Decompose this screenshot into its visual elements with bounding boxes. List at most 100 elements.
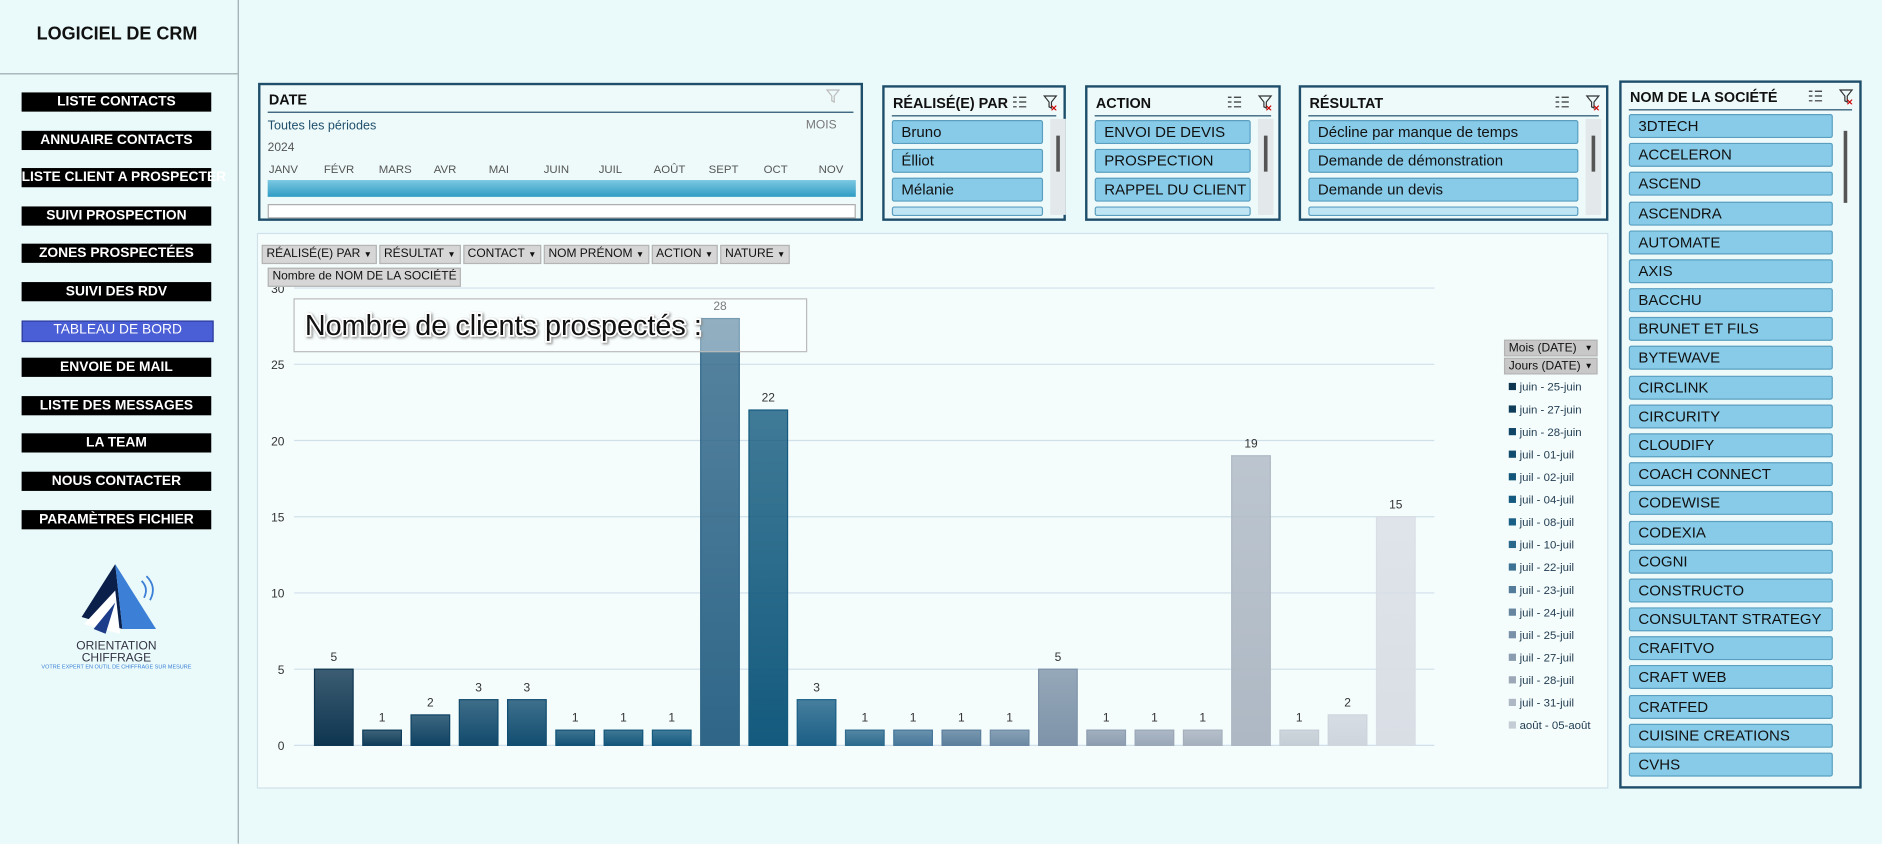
slicer-item[interactable]: Demande de démonstration xyxy=(1308,148,1579,173)
legend-swatch xyxy=(1508,631,1516,639)
row-field[interactable]: Jours (DATE) ▼ xyxy=(1503,357,1598,375)
slicer-icons[interactable] xyxy=(1011,94,1059,111)
menu-button[interactable]: TABLEAU DE BORD xyxy=(21,319,214,342)
level-selector[interactable]: MOIS xyxy=(805,118,837,133)
menu-button[interactable]: SUIVI PROSPECTION xyxy=(21,206,212,226)
slicer-item[interactable]: Décline par manque de temps xyxy=(1308,120,1579,145)
slicer-item[interactable]: ASCENDRA xyxy=(1628,201,1833,226)
data-label: 1 xyxy=(910,711,917,725)
filter-label: CONTACT xyxy=(467,247,525,261)
month-label: JUIL xyxy=(598,163,623,177)
month-label: OCT xyxy=(763,163,788,177)
slicer-item[interactable]: CUISINE CREATIONS xyxy=(1628,723,1833,748)
legend-label: juil - 22-juil xyxy=(1519,562,1574,574)
slicer-item[interactable]: CIRCURITY xyxy=(1628,404,1833,429)
sidebar-border xyxy=(237,0,239,844)
slicer-title: NOM DE LA SOCIÉTÉ xyxy=(1630,88,1778,106)
bar xyxy=(1037,668,1078,746)
filter-button[interactable]: CONTACT ▼ xyxy=(462,244,542,265)
menu-button[interactable]: LISTE CLIENT A PROSPECTER xyxy=(21,168,226,188)
slicer-item[interactable]: ENVOI DE DEVIS xyxy=(1094,120,1251,145)
title-box xyxy=(293,298,808,353)
filter-button[interactable]: NOM PRÉNOM ▼ xyxy=(543,244,649,265)
menu-button[interactable]: NOUS CONTACTER xyxy=(21,471,212,491)
slicer-item[interactable]: COACH CONNECT xyxy=(1628,462,1833,487)
menu-button[interactable]: PARAMÈTRES FICHIER xyxy=(21,509,212,529)
slicer-item[interactable]: CRAFT WEB xyxy=(1628,665,1833,690)
slicer-item[interactable]: AXIS xyxy=(1628,259,1833,284)
slicer-item[interactable]: CRAFITVO xyxy=(1628,636,1833,661)
menu-button[interactable]: ZONES PROSPECTÉES xyxy=(21,244,212,264)
timeline-bar[interactable] xyxy=(267,180,856,197)
menu-button[interactable]: SUIVI DES RDV xyxy=(21,282,212,302)
row-field[interactable]: Mois (DATE) ▼ xyxy=(1503,339,1598,357)
slicer-item[interactable]: Élliot xyxy=(891,148,1044,173)
slicer-item[interactable]: AUTOMATE xyxy=(1628,230,1833,255)
legend-label: juil - 28-juil xyxy=(1519,675,1574,687)
slicer-item[interactable]: ACCELERON xyxy=(1628,143,1833,168)
slicer-item[interactable]: ASCEND xyxy=(1628,172,1833,197)
legend-label: juil - 10-juil xyxy=(1519,540,1574,552)
slicer-item[interactable]: CLOUDIFY xyxy=(1628,433,1833,458)
slicer-item[interactable]: Mélanie xyxy=(891,177,1044,202)
legend-label: juil - 24-juil xyxy=(1519,607,1574,619)
menu-button[interactable]: ANNUAIRE CONTACTS xyxy=(21,130,212,150)
legend-label: juil - 04-juil xyxy=(1519,495,1574,507)
bar xyxy=(989,729,1030,746)
menu-button[interactable]: LISTE DES MESSAGES xyxy=(21,395,212,416)
slicer-item[interactable]: BYTEWAVE xyxy=(1628,346,1833,371)
legend-swatch xyxy=(1508,382,1516,391)
legend-swatch xyxy=(1508,698,1516,707)
slicer-icons[interactable] xyxy=(1553,94,1601,111)
data-label: 3 xyxy=(524,680,531,694)
filter-button[interactable]: ACTION ▼ xyxy=(651,244,718,265)
slicer-item[interactable]: CODEWISE xyxy=(1628,491,1833,516)
slicer-item[interactable]: 3DTECH xyxy=(1628,114,1833,139)
legend-swatch xyxy=(1508,518,1516,526)
slicer-item[interactable]: BRUNET ET FILS xyxy=(1628,317,1833,342)
filter-label: RÉALISÉ(E) PAR xyxy=(266,247,361,261)
bar xyxy=(313,668,354,746)
slicer-item[interactable]: CONSULTANT STRATEGY xyxy=(1628,607,1833,632)
bar xyxy=(362,729,402,746)
slicer-item[interactable]: RAPPEL DU CLIENT xyxy=(1094,177,1251,202)
bar xyxy=(1086,729,1127,746)
menu-button[interactable]: ENVOIE DE MAIL xyxy=(21,357,212,378)
slicer-item[interactable]: Bruno xyxy=(891,120,1044,145)
bar xyxy=(893,729,933,746)
legend-swatch xyxy=(1508,563,1516,571)
month-label: NOV xyxy=(818,163,844,177)
slicer-icons[interactable] xyxy=(1226,94,1274,111)
bar xyxy=(1182,729,1223,746)
row-field-label: Mois (DATE) xyxy=(1508,342,1577,356)
filter-button[interactable]: RÉSULTAT ▼ xyxy=(379,244,461,265)
month-label: AVR xyxy=(433,163,457,177)
bar xyxy=(555,729,596,746)
data-label: 22 xyxy=(762,391,776,405)
slicer-item[interactable]: CIRCLINK xyxy=(1628,375,1833,400)
slicer-item[interactable]: Demande un devis xyxy=(1308,177,1579,202)
slicer-item[interactable]: CVHS xyxy=(1628,752,1833,777)
filter-label: NOM PRÉNOM xyxy=(548,247,633,261)
legend-swatch xyxy=(1508,428,1516,436)
filter-button[interactable]: NATURE ▼ xyxy=(720,244,791,265)
timeline-scroll xyxy=(267,204,856,219)
slicer-item[interactable]: PROSPECTION xyxy=(1094,148,1251,173)
slicer-item[interactable]: CRATFED xyxy=(1628,694,1833,719)
data-label: 2 xyxy=(427,695,434,709)
logo-name: ORIENTATION xyxy=(76,638,156,652)
menu-button[interactable]: LISTE CONTACTS xyxy=(21,92,212,112)
data-label: 28 xyxy=(713,299,727,313)
slicer-item[interactable]: BACCHU xyxy=(1628,288,1833,313)
slicer-icons[interactable] xyxy=(1806,88,1854,105)
slicer-item[interactable]: CONSTRUCTO xyxy=(1628,578,1833,603)
bar xyxy=(1279,729,1320,746)
slicer-item[interactable]: CODEXIA xyxy=(1628,520,1833,545)
y-tick-label: 0 xyxy=(278,739,285,753)
scrollbar xyxy=(1585,118,1602,215)
month-label: SEPT xyxy=(708,163,739,177)
logo-tagline: VOTRE EXPERT EN OUTIL DE CHIFFRAGE SUR M… xyxy=(41,665,191,671)
filter-button[interactable]: RÉALISÉ(E) PAR ▼ xyxy=(261,244,377,265)
slicer-item[interactable]: COGNI xyxy=(1628,549,1833,574)
menu-button[interactable]: LA TEAM xyxy=(21,433,212,453)
